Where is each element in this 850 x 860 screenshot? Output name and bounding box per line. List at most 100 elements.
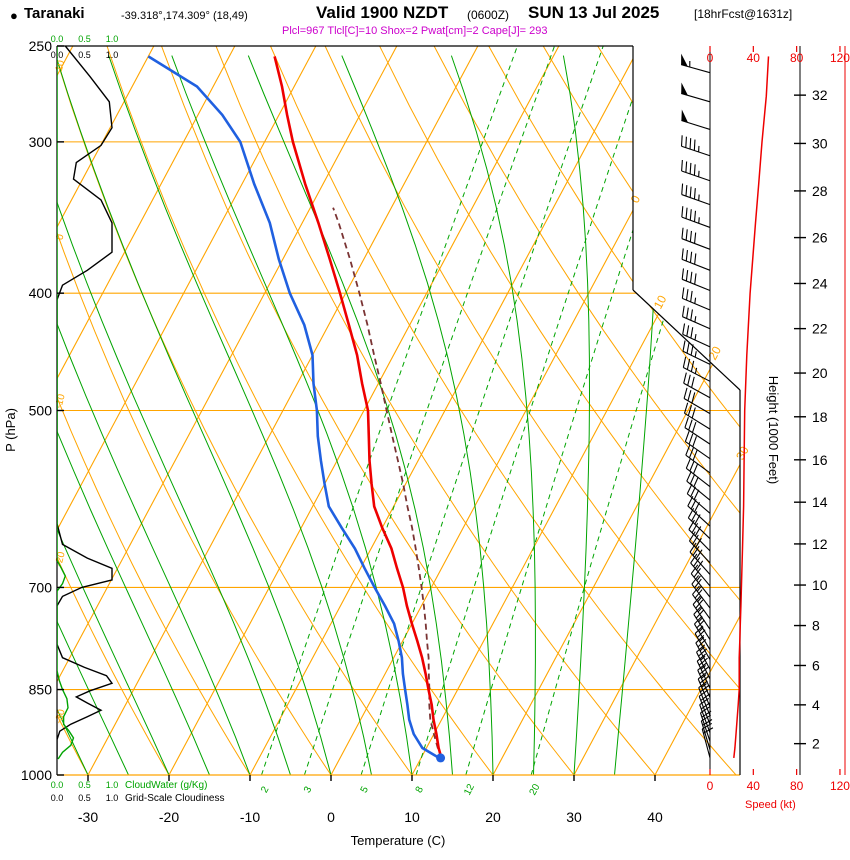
barb-feather xyxy=(690,564,699,575)
barb-feather xyxy=(690,553,698,564)
pressure-axis-title: P (hPa) xyxy=(3,408,18,452)
barb-feather xyxy=(689,209,692,221)
moist-adiabat-line xyxy=(562,55,591,775)
cloudwater-label: CloudWater (g/Kg) xyxy=(125,780,207,791)
barb-staff xyxy=(686,480,711,501)
barb-staff xyxy=(682,297,711,311)
barb-staff xyxy=(683,398,711,415)
isotherm-label: 0 xyxy=(628,193,644,206)
barb-feather xyxy=(693,188,696,200)
barb-feather xyxy=(700,665,706,670)
dry-adiabat-line xyxy=(57,46,170,775)
mixing-ratio-line xyxy=(465,46,694,775)
barb-feather xyxy=(697,596,702,603)
barb-feather xyxy=(690,344,694,356)
barb-feather xyxy=(685,250,689,262)
temperature-tick-label: 0 xyxy=(327,809,335,825)
barb-feather xyxy=(694,615,703,625)
mixing-ratio-line xyxy=(530,46,740,775)
barb-feather xyxy=(681,287,685,299)
barb-feather xyxy=(681,183,684,195)
barb-feather xyxy=(694,367,698,374)
barb-feather xyxy=(689,138,692,150)
sounding-curves xyxy=(147,55,446,763)
dry-adiabat-line xyxy=(106,46,494,775)
cloud-profiles xyxy=(57,46,114,760)
temperature-axis: -30 -20 -10 0 10 20 30 40 Temperature (C) xyxy=(78,775,663,848)
barb-staff xyxy=(689,540,711,564)
barb-feather xyxy=(685,161,688,173)
speed-tick-label-bottom: 120 xyxy=(830,779,850,793)
barb-pennant xyxy=(681,109,689,123)
height-tick-label: 16 xyxy=(812,452,828,468)
speed-tick-label-top: 80 xyxy=(790,51,804,65)
barb-feather xyxy=(693,489,700,500)
barb-feather xyxy=(694,526,702,537)
moist-adiabat-line xyxy=(57,55,251,775)
barb-staff xyxy=(696,651,711,680)
moist-adiabat-line xyxy=(341,55,494,775)
barb-staff xyxy=(688,529,711,552)
cloudiness-scale-top: 0.5 xyxy=(78,50,91,60)
isotherm-line xyxy=(87,46,479,775)
barb-feather xyxy=(693,139,696,151)
height-tick-label: 20 xyxy=(812,365,828,381)
barb-staff xyxy=(693,623,711,650)
barb-feather xyxy=(687,390,692,401)
barb-staff xyxy=(695,642,711,670)
barb-feather xyxy=(682,356,687,368)
station-coords: -39.318°,174.309° (18,49) xyxy=(121,10,248,22)
barb-feather xyxy=(699,666,709,675)
mixing-ratio-label: 2 xyxy=(259,784,272,794)
barb-staff xyxy=(693,614,711,640)
wind-barbs xyxy=(680,46,714,775)
cloudiness-profile xyxy=(57,46,114,759)
moist-adiabat-line xyxy=(171,55,413,775)
speed-tick-label-top: 0 xyxy=(707,51,714,65)
barb-staff xyxy=(682,333,711,348)
barb-staff xyxy=(685,467,711,488)
station-bullet: ● xyxy=(10,8,18,23)
barb-staff xyxy=(681,194,711,206)
barb-staff xyxy=(689,551,711,575)
temperature-tick-label: -10 xyxy=(240,809,260,825)
barb-staff xyxy=(681,278,711,292)
dry-adiabat-label: 0 xyxy=(55,233,67,242)
barb-staff xyxy=(699,712,711,742)
speed-tick-label-bottom: 0 xyxy=(707,779,714,793)
barb-feather xyxy=(681,305,685,317)
barb-feather xyxy=(690,327,694,339)
barb-feather xyxy=(689,162,692,174)
barb-staff xyxy=(681,258,711,271)
barb-feather xyxy=(686,342,690,354)
barb-feather xyxy=(694,316,697,323)
speed-tick-label-top: 40 xyxy=(747,51,761,65)
isotherm-line xyxy=(57,46,236,775)
mixing-ratio-label: 20 xyxy=(528,782,543,797)
barb-feather xyxy=(688,531,696,542)
pressure-tick-label: 500 xyxy=(29,403,53,419)
cloudwater-scale-bottom: 1.0 xyxy=(106,780,119,790)
barb-feather xyxy=(685,289,689,301)
barb-pennant xyxy=(681,82,688,96)
dry-adiabat-line xyxy=(324,46,740,775)
barb-feather xyxy=(682,340,686,352)
barb-feather xyxy=(692,450,698,461)
moist-adiabat-line xyxy=(57,55,170,775)
barb-feather xyxy=(694,351,697,358)
barb-feather xyxy=(697,607,703,613)
barb-feather xyxy=(691,407,696,419)
barb-feather xyxy=(699,675,709,684)
height-tick-label: 10 xyxy=(812,577,828,593)
pressure-tick-label: 250 xyxy=(29,38,53,54)
temperature-axis-title: Temperature (C) xyxy=(351,833,446,848)
barb-feather xyxy=(691,376,695,388)
barb-feather xyxy=(700,684,710,693)
barb-feather xyxy=(696,653,706,662)
barb-staff xyxy=(685,454,711,474)
barb-staff xyxy=(681,145,711,157)
barb-feather xyxy=(692,545,700,556)
moist-adiabat-line xyxy=(450,55,536,775)
speed-tick-label-top: 120 xyxy=(830,51,850,65)
